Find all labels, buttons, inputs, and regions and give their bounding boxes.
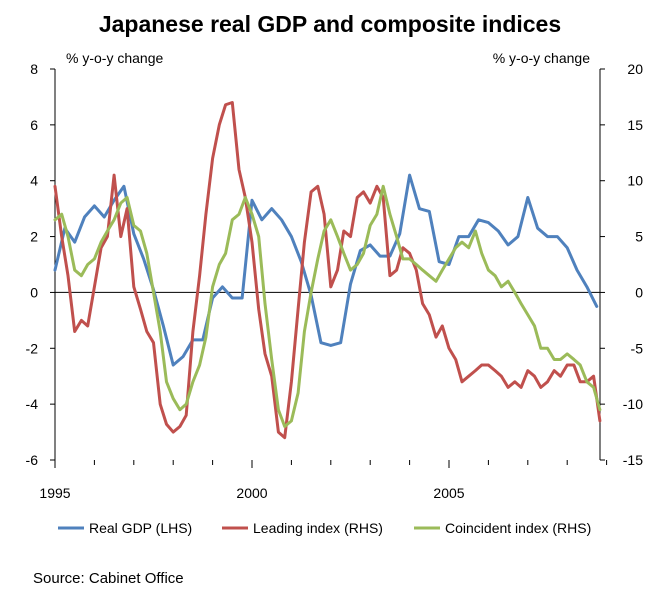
left-axis-label: % y-o-y change bbox=[66, 50, 163, 66]
left-y-tick-label: -4 bbox=[26, 396, 39, 412]
left-y-tick-label: -2 bbox=[26, 340, 39, 356]
legend-label-1: Real GDP (LHS) bbox=[89, 520, 192, 536]
legend-label-2: Leading index (RHS) bbox=[253, 520, 383, 536]
source-note: Source: Cabinet Office bbox=[33, 570, 184, 587]
right-y-tick-label: 0 bbox=[635, 284, 643, 300]
plot-lines bbox=[53, 101, 602, 440]
right-y-tick-label: 20 bbox=[627, 61, 643, 77]
x-tick-label: 2000 bbox=[236, 485, 267, 501]
right-y-tick-label: 5 bbox=[635, 229, 643, 245]
x-tick-label: 2005 bbox=[433, 485, 464, 501]
right-y-tick-label: -5 bbox=[631, 340, 644, 356]
series-line-1 bbox=[53, 173, 599, 367]
left-y-tick-label: 2 bbox=[30, 229, 38, 245]
series-line-3 bbox=[53, 184, 602, 428]
right-axis-label: % y-o-y change bbox=[493, 50, 590, 66]
left-y-tick-label: 4 bbox=[30, 173, 38, 189]
left-y-tick-label: -6 bbox=[26, 452, 39, 468]
chart-title: Japanese real GDP and composite indices bbox=[99, 11, 561, 37]
right-y-tick-label: -15 bbox=[623, 452, 643, 468]
x-tick-label: 1995 bbox=[39, 485, 70, 501]
left-y-tick-label: 0 bbox=[30, 284, 38, 300]
left-y-tick-label: 8 bbox=[30, 61, 38, 77]
right-y-tick-label: 15 bbox=[627, 117, 643, 133]
axes: -6 -4 -2 0 2 4 6 8 -15 -10 -5 0 5 10 15 20 1995 2000 2005 bbox=[26, 61, 644, 501]
legend: Real GDP (LHS) Leading index (RHS) Coincid… bbox=[58, 520, 591, 536]
legend-label-3: Coincident index (RHS) bbox=[445, 520, 591, 536]
series-line-2 bbox=[53, 101, 602, 440]
right-y-tick-label: 10 bbox=[627, 173, 643, 189]
right-y-tick-label: -10 bbox=[623, 396, 643, 412]
left-y-tick-label: 6 bbox=[30, 117, 38, 133]
